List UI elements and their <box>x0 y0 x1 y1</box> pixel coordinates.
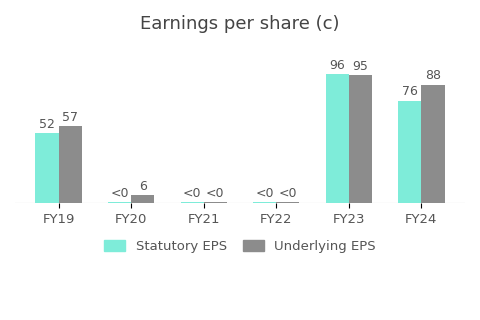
Bar <box>59 126 82 203</box>
Title: Earnings per share (c): Earnings per share (c) <box>140 15 340 33</box>
Bar <box>131 195 155 203</box>
Bar <box>349 75 372 203</box>
Text: <0: <0 <box>183 187 202 199</box>
Text: 96: 96 <box>329 59 345 72</box>
Text: 95: 95 <box>352 60 368 73</box>
Legend: Statutory EPS, Underlying EPS: Statutory EPS, Underlying EPS <box>99 234 381 258</box>
Text: <0: <0 <box>206 187 225 199</box>
Text: 52: 52 <box>39 118 55 131</box>
Text: 88: 88 <box>425 69 441 82</box>
Text: 57: 57 <box>62 111 78 124</box>
Bar <box>180 202 204 203</box>
Bar <box>108 202 131 203</box>
Text: <0: <0 <box>255 187 274 199</box>
Text: 6: 6 <box>139 180 147 193</box>
Bar <box>421 85 444 203</box>
Bar <box>36 133 59 203</box>
Bar <box>204 202 227 203</box>
Text: <0: <0 <box>110 187 129 199</box>
Text: 76: 76 <box>402 85 418 99</box>
Bar <box>253 202 276 203</box>
Text: <0: <0 <box>278 187 297 199</box>
Bar <box>276 202 300 203</box>
Bar <box>398 101 421 203</box>
Bar <box>325 74 349 203</box>
